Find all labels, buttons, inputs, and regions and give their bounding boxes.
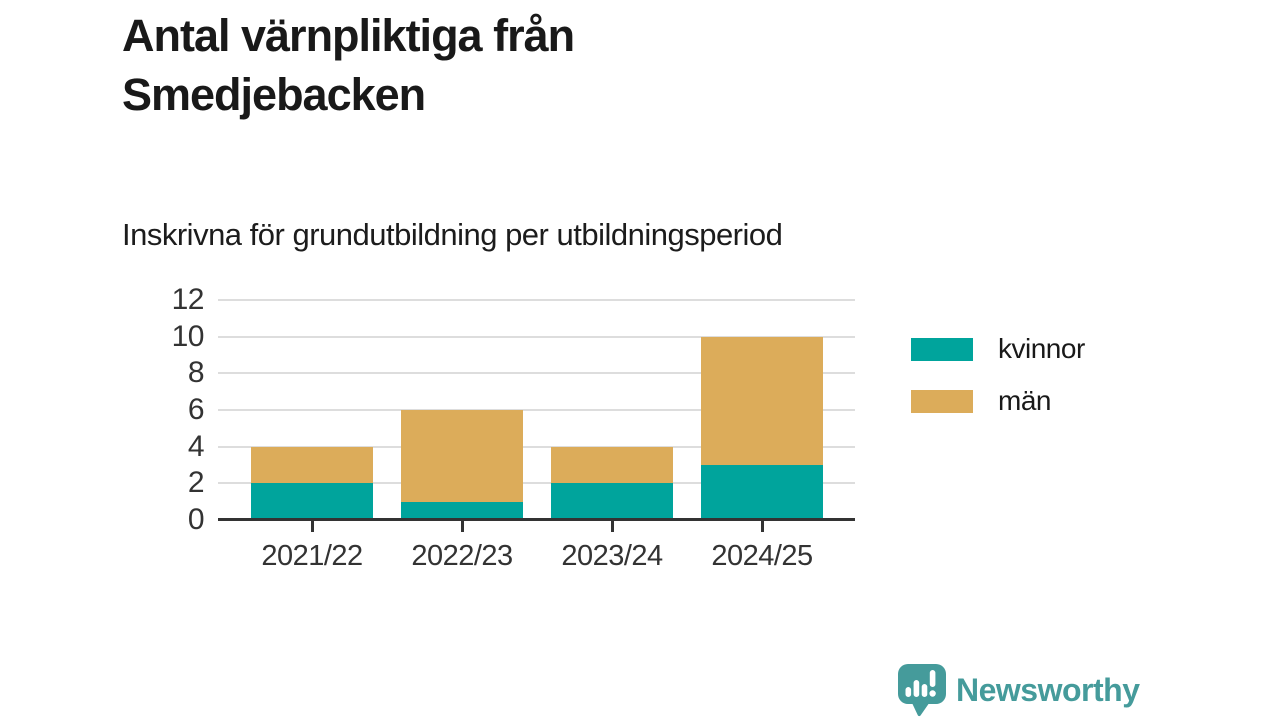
bar-2021-22-kvinnor: [251, 483, 373, 520]
legend-item-kvinnor: kvinnor: [911, 333, 1085, 365]
y-label-12: 12: [171, 283, 205, 316]
gridline-12: [218, 299, 855, 301]
brand-footer: Newsworthy: [897, 663, 1140, 717]
x-tick-2021-22: [310, 521, 314, 532]
legend-swatch-kvinnor: [911, 337, 973, 361]
legend-swatch-man: [911, 389, 973, 413]
bar-2023-24-män: [551, 446, 673, 484]
x-label-2024-25: 2024/25: [711, 540, 813, 572]
x-label-2023-24: 2023/24: [561, 540, 663, 572]
gridline-8: [218, 372, 855, 375]
y-label-2: 2: [187, 466, 205, 500]
legend: kvinnor män: [911, 333, 1085, 437]
brand-name: Newsworthy: [956, 671, 1140, 708]
bar-2024-25-kvinnor: [701, 465, 823, 520]
y-axis-labels: 0 2 4 6 8 10 12: [120, 284, 205, 536]
legend-label-kvinnor: kvinnor: [998, 333, 1085, 364]
gridline-2: [218, 482, 855, 485]
y-label-6: 6: [187, 393, 205, 426]
y-label-4: 4: [187, 429, 205, 463]
bar-2021-22-män: [251, 446, 373, 484]
legend-label-man: män: [998, 385, 1051, 416]
y-label-0: 0: [187, 503, 205, 536]
gridline-6: [218, 409, 855, 411]
chart-subtitle: Inskrivna för grundutbildning per utbild…: [122, 217, 783, 252]
y-label-10: 10: [171, 319, 205, 353]
plot-area: [218, 299, 855, 532]
legend-item-man: män: [911, 385, 1085, 417]
x-axis-line: [218, 518, 855, 521]
bar-2022-23-kvinnor: [401, 501, 523, 520]
x-label-2022-23: 2022/23: [411, 540, 513, 572]
gridline-4: [218, 445, 855, 448]
x-tick-2023-24: [610, 521, 614, 532]
newsworthy-logo-icon: [898, 664, 946, 717]
x-tick-2024-25: [760, 521, 764, 532]
bar-2024-25-män: [701, 336, 823, 465]
chart-title: Antal värnpliktiga från Smedjebacken: [122, 10, 575, 120]
bar-2023-24-kvinnor: [551, 483, 673, 520]
x-label-2021-22: 2021/22: [261, 540, 363, 572]
bar-2022-23-män: [401, 410, 523, 502]
x-axis-labels: 2021/22 2022/23 2023/24 2024/25: [218, 540, 855, 576]
x-tick-2022-23: [460, 521, 464, 532]
y-label-8: 8: [187, 356, 205, 390]
gridline-10: [218, 335, 855, 338]
